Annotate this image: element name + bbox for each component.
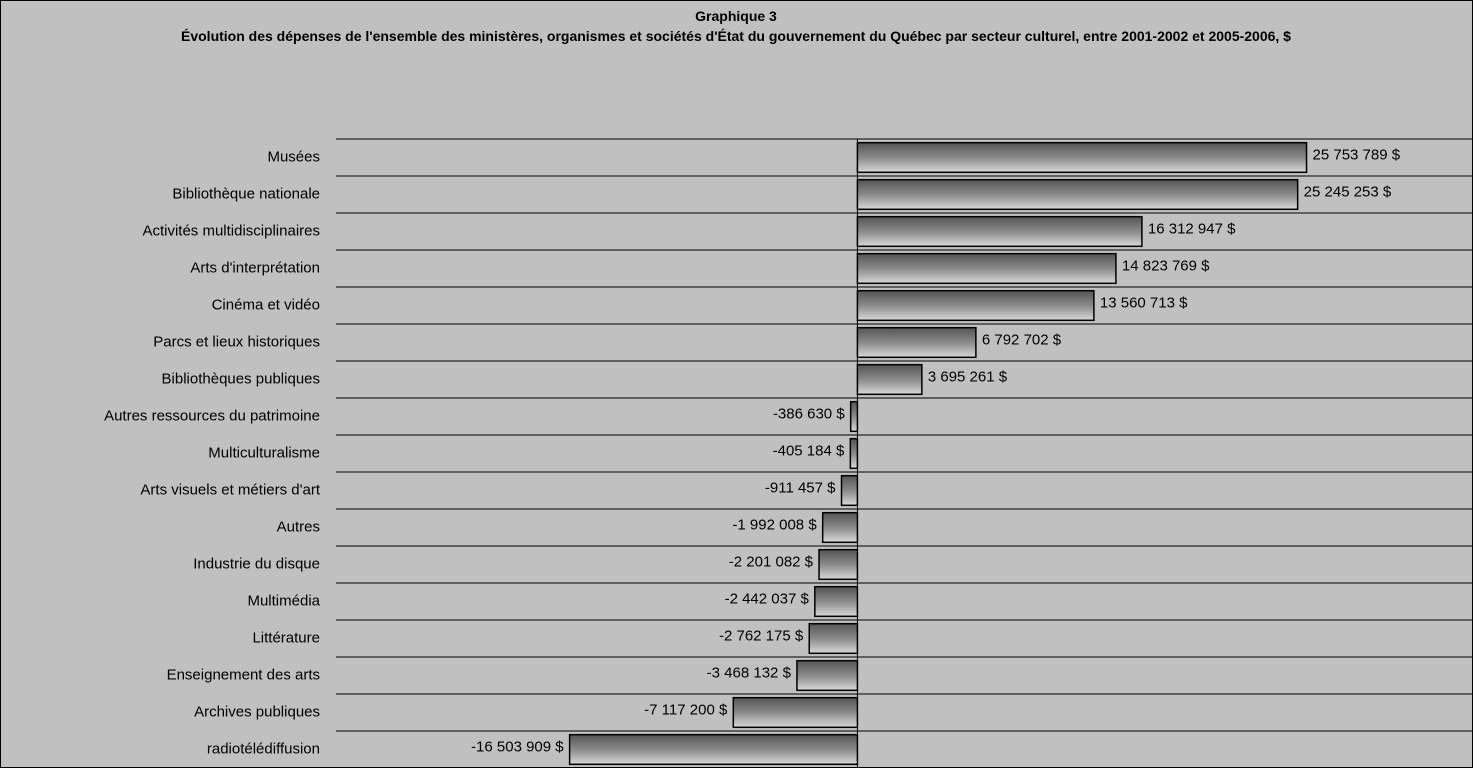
category-label: Autres ressources du patrimoine [104,407,320,424]
bar [856,289,1095,322]
value-label: -405 184 $ [773,442,845,459]
value-label: 6 792 702 $ [982,331,1062,348]
value-label: 16 312 947 $ [1148,220,1236,237]
category-label: Littérature [252,629,320,646]
bar [814,585,859,618]
bar [856,215,1143,248]
bar [849,437,859,470]
bar [732,696,859,729]
category-label: Bibliothèque nationale [172,185,320,202]
category-label: Industrie du disque [193,555,320,572]
value-label: 3 695 261 $ [928,368,1008,385]
chart-subtitle: Évolution des dépenses de l'ensemble des… [181,28,1291,44]
bar [818,548,859,581]
category-label: radiotélédiffusion [207,740,320,757]
bar [856,252,1117,285]
bar [849,400,859,433]
bar [808,622,859,655]
category-label: Arts visuels et métiers d'art [140,481,320,498]
value-label: 13 560 713 $ [1100,294,1188,311]
bar [821,511,859,544]
category-label: Musées [267,148,320,165]
titles: Graphique 3 Évolution des dépenses de l'… [146,6,1326,46]
value-label: -911 457 $ [765,479,836,496]
value-label: -1 992 008 $ [732,516,817,533]
bar [856,363,923,396]
category-label: Enseignement des arts [167,666,320,683]
category-label: Autres [277,518,320,535]
bar [796,659,859,692]
bar [568,733,859,766]
value-label: 25 753 789 $ [1313,146,1401,163]
category-label: Multimédia [247,592,320,609]
category-label: Bibliothèques publiques [162,370,320,387]
value-label: -2 201 082 $ [729,553,814,570]
bar [856,141,1308,174]
bar [856,326,977,359]
bar [840,474,859,507]
value-label: -2 442 037 $ [725,590,810,607]
value-label: -2 762 175 $ [719,627,804,644]
category-label: Cinéma et vidéo [212,296,320,313]
chart-title: Graphique 3 [695,8,777,24]
value-label: -16 503 909 $ [471,738,564,755]
value-label: -7 117 200 $ [644,701,728,718]
value-label: -3 468 132 $ [707,664,792,681]
value-label: 25 245 253 $ [1304,183,1392,200]
value-label: 14 823 769 $ [1122,257,1210,274]
category-label: Arts d'interprétation [190,259,320,276]
category-label: Activités multidisciplinaires [142,222,320,239]
category-label: Parcs et lieux historiques [153,333,320,350]
bar [856,178,1299,211]
category-label: Archives publiques [194,703,320,720]
value-label: -386 630 $ [773,405,845,422]
category-label: Multiculturalisme [208,444,320,461]
